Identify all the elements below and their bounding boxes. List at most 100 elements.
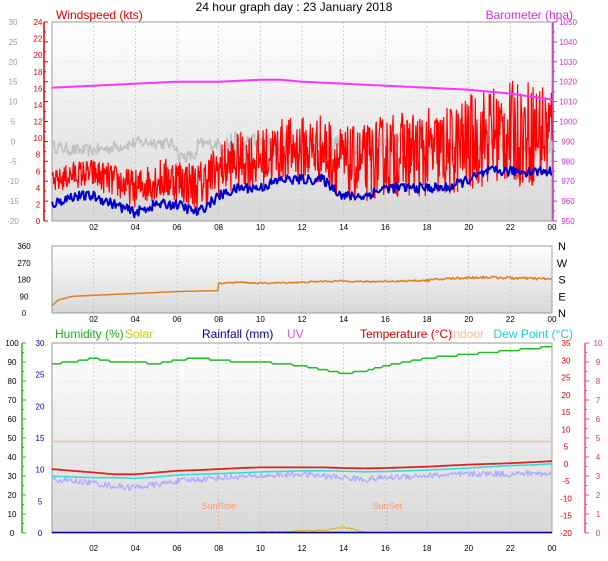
temp-x-tick: 16 [381,544,390,553]
humidity-line [52,346,552,375]
dir-compass-tick: N [558,308,566,320]
temp-x-tick: 10 [256,544,265,553]
wind-y-outer-tick: 15 [9,78,18,87]
temp-y-tick: 15 [562,408,571,417]
temp-x-tick: 02 [89,544,98,553]
temp-x-tick: 00 [548,544,557,553]
wind-x-tick: 14 [339,223,348,232]
rain-y-tick: 10 [36,466,45,475]
wind-y-tick: 14 [34,101,43,110]
humidity-y-tick: 60 [8,415,17,424]
humidity-y-tick: 70 [8,396,17,405]
dir-y-tick: 270 [17,259,31,268]
temp-x-tick: 06 [173,544,182,553]
baro-y-tick: 980 [561,157,575,166]
dir-y-tick: 180 [17,276,31,285]
temp-y-tick: 10 [562,425,571,434]
wind-y-tick: 12 [34,118,43,127]
wind-y-tick: 18 [34,68,43,77]
dir-x-tick: 12 [298,315,307,324]
wind-y-tick: 16 [34,84,43,93]
humidity-y-tick: 40 [8,453,17,462]
temp-y-tick: -10 [560,494,572,503]
humidity-y-tick: 100 [5,339,19,348]
dir-compass-tick: N [558,241,566,253]
humidity-y-tick: 20 [8,491,17,500]
baro-y-tick: 1010 [559,98,577,107]
baro-y-tick: 1040 [559,38,577,47]
dir-x-tick: 02 [89,315,98,324]
wind-y-tick: 24 [34,18,43,27]
wind-y-outer-tick: 20 [9,58,18,67]
dir-y-tick: 90 [20,292,29,301]
rain-y-tick: 5 [38,497,43,506]
dir-x-tick: 18 [423,315,432,324]
dir-x-tick: 06 [173,315,182,324]
humidity-y-tick: 50 [8,434,17,443]
wind-y-tick: 8 [36,151,41,160]
dir-x-tick: 04 [131,315,140,324]
wind-y-tick: 6 [36,167,41,176]
uv-y-tick: 1 [596,510,601,519]
wind-y-outer-tick: 5 [11,118,16,127]
dir-y-tick: 360 [17,242,31,251]
wind-y-tick: 2 [36,200,41,209]
wind-y-tick: 4 [36,184,41,193]
wind-gust-line [51,80,553,211]
wind-x-tick: 00 [548,223,557,232]
dir-compass-tick: W [557,258,568,270]
temp-x-tick: 22 [506,544,515,553]
dir-x-tick: 14 [339,315,348,324]
temp-x-tick: 18 [423,544,432,553]
baro-y-tick: 1000 [559,118,577,127]
dir-x-tick: 00 [548,315,557,324]
temp-y-tick: 0 [564,460,569,469]
temp-y-tick: -20 [560,529,572,538]
wind-y-tick: 22 [34,35,43,44]
temperature-line [51,460,553,476]
temp-y-tick: 20 [562,391,571,400]
wind-y-outer-tick: 0 [11,137,16,146]
rain-y-tick: 30 [36,339,45,348]
temp-x-tick: 12 [298,544,307,553]
legend-temperature: Temperature (°C) [360,327,452,341]
uv-y-tick: 9 [596,358,601,367]
wind-x-tick: 22 [506,223,515,232]
baro-y-tick: 1020 [559,78,577,87]
dir-x-tick: 22 [506,315,515,324]
wind-x-tick: 16 [381,223,390,232]
wind-x-tick: 02 [89,223,98,232]
baro-y-tick: 990 [561,137,575,146]
wind-y-outer-tick: -20 [7,217,19,226]
dir-compass-tick: S [558,275,565,287]
wind-avg-line [51,165,553,219]
temp-y-tick: 35 [562,339,571,348]
rain-y-tick: 0 [38,529,43,538]
temp-y-tick: 5 [564,443,569,452]
baro-line [51,78,553,101]
humidity-y-tick: 10 [8,510,17,519]
wind-y-outer-tick: -10 [7,177,19,186]
humidity-y-tick: 0 [10,529,15,538]
rain-y-tick: 25 [36,371,45,380]
temp-y-tick: -15 [560,512,572,521]
wind-x-tick: 04 [131,223,140,232]
uv-y-tick: 7 [596,396,601,405]
legend-humidity: Humidity (%) [55,327,124,341]
legend-dewpoint: Dew Point (°C) [494,327,573,341]
wind-x-tick: 10 [256,223,265,232]
sunrise-label: SunRise [202,501,236,511]
wind-x-tick: 20 [464,223,473,232]
baro-y-tick: 960 [561,197,575,206]
uv-y-tick: 8 [596,377,601,386]
dir-y-tick: 0 [22,309,27,318]
dir-compass-tick: E [558,291,565,303]
wind-y-outer-tick: 30 [9,18,18,27]
legend-indoor: Indoor [450,327,484,341]
temp-y-tick: 30 [562,356,571,365]
uv-y-tick: 3 [596,472,601,481]
wind-y-outer-tick: 10 [9,98,18,107]
legend-solar: Solar [125,327,153,341]
rain-y-tick: 15 [36,434,45,443]
